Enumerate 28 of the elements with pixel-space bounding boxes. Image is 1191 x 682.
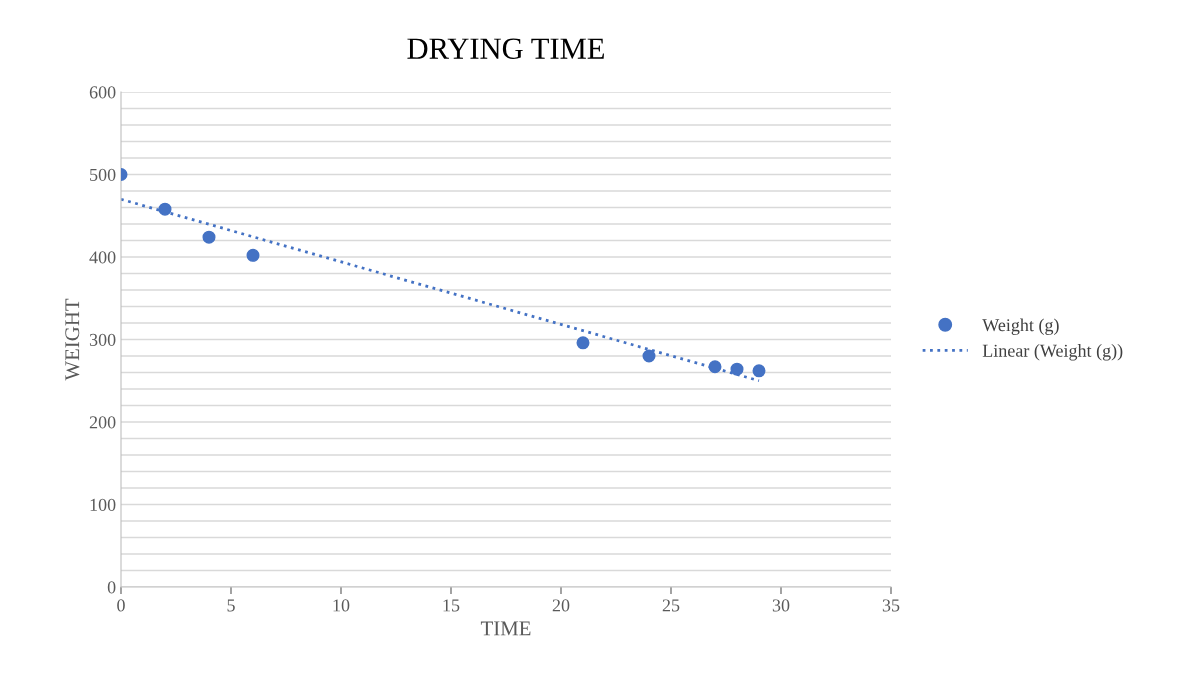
y-tick-label: 0	[107, 581, 116, 594]
y-tick-label: 600	[89, 86, 116, 99]
x-tick-label: 5	[227, 599, 235, 612]
point	[576, 336, 590, 350]
point	[202, 230, 216, 244]
point	[752, 364, 766, 378]
point	[708, 360, 722, 374]
chart-title: DRYING TIME	[407, 38, 604, 59]
x-tick-label: 20	[552, 599, 570, 612]
legend-label: Weight (g)	[982, 318, 1059, 335]
x-tick-label: 30	[772, 599, 790, 612]
y-tick-label: 400	[89, 251, 116, 264]
y-tick-label: 300	[89, 333, 116, 346]
y-tick-label: 500	[90, 168, 116, 181]
y-tick-label: 200	[89, 416, 116, 429]
x-tick-label: 10	[333, 599, 350, 612]
point	[158, 202, 172, 216]
x-tick-label: 35	[882, 599, 900, 612]
x-tick-label: 15	[443, 599, 460, 612]
point	[246, 248, 260, 262]
x-tick-label: 25	[662, 599, 680, 612]
y-tick-label: 100	[90, 498, 116, 511]
x-tick-label: 0	[117, 599, 125, 612]
x-axis-title: TIME	[480, 621, 531, 636]
point	[730, 362, 744, 376]
y-axis-title: WEIGHT	[65, 298, 80, 381]
legend-label: Linear (Weight (g))	[982, 344, 1123, 361]
point	[642, 349, 656, 363]
